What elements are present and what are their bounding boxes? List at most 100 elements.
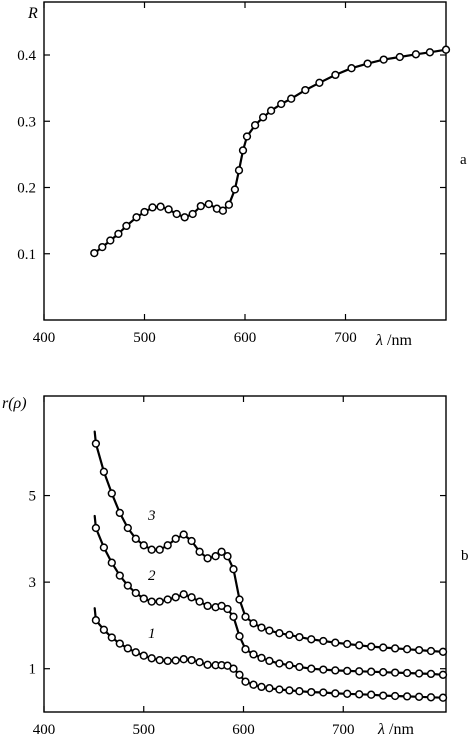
data-point-a (347, 64, 356, 73)
data-point-b-1 (235, 670, 244, 679)
data-point-b-1 (99, 625, 109, 634)
panel-a-x-axis-unit: /nm (387, 332, 412, 349)
panel-a-series (90, 45, 451, 258)
panel-a-letter: a (460, 152, 467, 168)
data-point-b-2 (275, 659, 284, 668)
data-point-b-2 (367, 667, 376, 676)
data-point-a (287, 94, 296, 103)
data-point-a (331, 70, 340, 80)
data-point-b-2 (355, 667, 364, 676)
panel-b-y-tick-label: 1 (29, 662, 37, 678)
data-point-a (301, 85, 310, 95)
data-point-a (425, 48, 435, 57)
data-point-a (379, 55, 388, 64)
panel-b-x-tick-label: 700 (332, 722, 355, 738)
data-point-b-3 (295, 632, 304, 642)
panel-a-x-axis-label: λ /nm (375, 332, 412, 349)
data-point-b-2 (235, 632, 244, 641)
data-point-b-2 (438, 670, 448, 679)
data-point-b-3 (163, 541, 172, 550)
data-point-b-1 (414, 692, 424, 701)
data-point-b-2 (91, 523, 101, 533)
data-point-b-3 (249, 619, 258, 628)
data-point-b-2 (171, 593, 180, 602)
data-point-b-2 (414, 669, 424, 678)
data-point-a (156, 202, 165, 211)
panel-a-ticks: 400 500 600 700 0.1 0.2 0.3 0.4 (17, 2, 446, 346)
data-point-b-2 (187, 593, 196, 602)
data-point-b-3 (285, 630, 294, 640)
data-point-b-3 (343, 639, 352, 649)
data-point-b-3 (99, 467, 109, 476)
data-point-b-2 (343, 666, 352, 676)
data-point-b-1 (131, 648, 140, 657)
panel-b-y-tick-label: 3 (29, 575, 37, 591)
data-point-a (164, 205, 173, 214)
data-point-b-1 (229, 664, 238, 673)
data-point-a (218, 206, 228, 215)
data-point-b-3 (402, 645, 412, 654)
data-point-a (230, 185, 240, 194)
data-point-b-1 (331, 689, 340, 698)
series-line-b-3 (93, 430, 445, 653)
data-point-b-1 (343, 689, 352, 698)
panel-a-y-tick-label: 0.3 (17, 114, 36, 130)
panel-a-x-axis-symbol: λ (375, 332, 383, 349)
panel-b-letter: b (461, 548, 469, 564)
data-point-b-3 (307, 635, 316, 644)
panel-b-y-axis-label: r(ρ) (2, 395, 27, 412)
data-point-a (196, 201, 205, 211)
data-point-a (204, 199, 213, 209)
data-point-b-1 (147, 654, 156, 663)
panel-b-x-axis-symbol: λ (377, 721, 385, 738)
series-line-b-1 (93, 607, 445, 699)
data-point-b-3 (379, 643, 388, 652)
data-point-b-3 (241, 612, 250, 621)
data-point-b-1 (249, 680, 258, 689)
data-point-b-3 (91, 439, 101, 448)
data-point-b-3 (155, 545, 164, 554)
data-point-b-2 (241, 645, 250, 654)
panel-b-x-axis-unit: /nm (389, 721, 414, 738)
data-point-b-2 (390, 668, 400, 677)
data-point-b-2 (426, 669, 436, 679)
panel-b-series (91, 430, 448, 702)
data-point-a (122, 221, 131, 231)
data-point-a (250, 121, 260, 130)
data-point-b-3 (195, 547, 204, 556)
data-point-b-2 (99, 543, 109, 552)
data-point-a (90, 248, 99, 258)
data-point-b-1 (438, 693, 448, 702)
data-point-a (188, 209, 197, 219)
data-point-b-3 (426, 646, 436, 656)
data-point-b-2 (139, 594, 148, 603)
data-point-a (238, 146, 248, 155)
data-point-a (114, 229, 123, 239)
data-point-a (106, 236, 115, 245)
data-point-a (234, 166, 244, 175)
data-point-b-1 (187, 655, 196, 665)
data-point-b-2 (307, 664, 316, 673)
data-point-b-2 (249, 650, 258, 659)
panel-b-y-tick-label: 5 (29, 489, 37, 505)
data-point-b-2 (131, 588, 140, 598)
data-point-b-1 (307, 687, 316, 697)
data-point-b-3 (275, 629, 284, 638)
data-point-b-1 (295, 687, 304, 696)
panel-a-y-tick-label: 0.2 (17, 181, 36, 197)
panel-b-x-tick-label: 400 (33, 722, 56, 738)
data-point-b-1 (91, 616, 101, 625)
panel-a-y-tick-label: 0.4 (17, 48, 36, 64)
data-point-b-2 (147, 597, 156, 606)
data-point-a (441, 45, 451, 54)
data-point-b-1 (139, 651, 148, 660)
data-point-b-1 (179, 655, 188, 664)
data-point-b-2 (331, 666, 340, 675)
data-point-b-3 (147, 545, 156, 554)
data-point-a (315, 78, 324, 87)
data-point-b-1 (107, 633, 116, 642)
series-line-b-2 (93, 514, 445, 676)
data-point-b-3 (223, 552, 232, 561)
data-point-b-3 (235, 595, 244, 604)
data-point-b-3 (438, 647, 448, 656)
